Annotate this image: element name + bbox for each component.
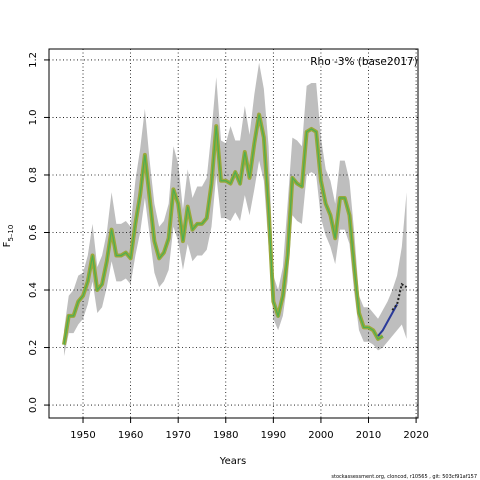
x-tick-label: 2000 <box>308 430 333 441</box>
footer: stockassessment.org, cloncod, r10565 , g… <box>331 474 477 480</box>
x-tick-label: 1990 <box>261 430 286 441</box>
x-tick-label: 1950 <box>70 430 95 441</box>
x-tick-label: 1980 <box>213 430 238 441</box>
series-line <box>377 303 398 337</box>
x-tick-label: 1970 <box>165 430 190 441</box>
x-tick-label: 1960 <box>118 430 143 441</box>
y-axis-label-main: F <box>2 241 13 247</box>
y-tick-label: 0.4 <box>28 282 39 298</box>
y-tick-label: 1.0 <box>28 109 39 125</box>
plot-frame <box>48 48 419 419</box>
y-axis-label-group: F5–10 <box>2 225 15 248</box>
y-tick-label: 0.6 <box>28 225 39 241</box>
annotation: Rho -3% (base2017) <box>310 56 417 68</box>
x-tick-label: 2020 <box>403 430 428 441</box>
series-line <box>63 114 384 345</box>
y-axis-label: F5–10 <box>2 225 15 248</box>
y-axis-label-sub: 5–10 <box>7 225 15 242</box>
y-tick-label: 0.2 <box>28 340 39 356</box>
x-tick-label: 2010 <box>356 430 381 441</box>
series-line <box>391 282 408 311</box>
y-tick-label: 1.2 <box>28 52 39 68</box>
y-tick-label: 0.0 <box>28 397 39 413</box>
x-axis-label: Years <box>219 456 246 467</box>
y-tick-label: 0.8 <box>28 167 39 183</box>
confidence-band <box>63 62 407 357</box>
